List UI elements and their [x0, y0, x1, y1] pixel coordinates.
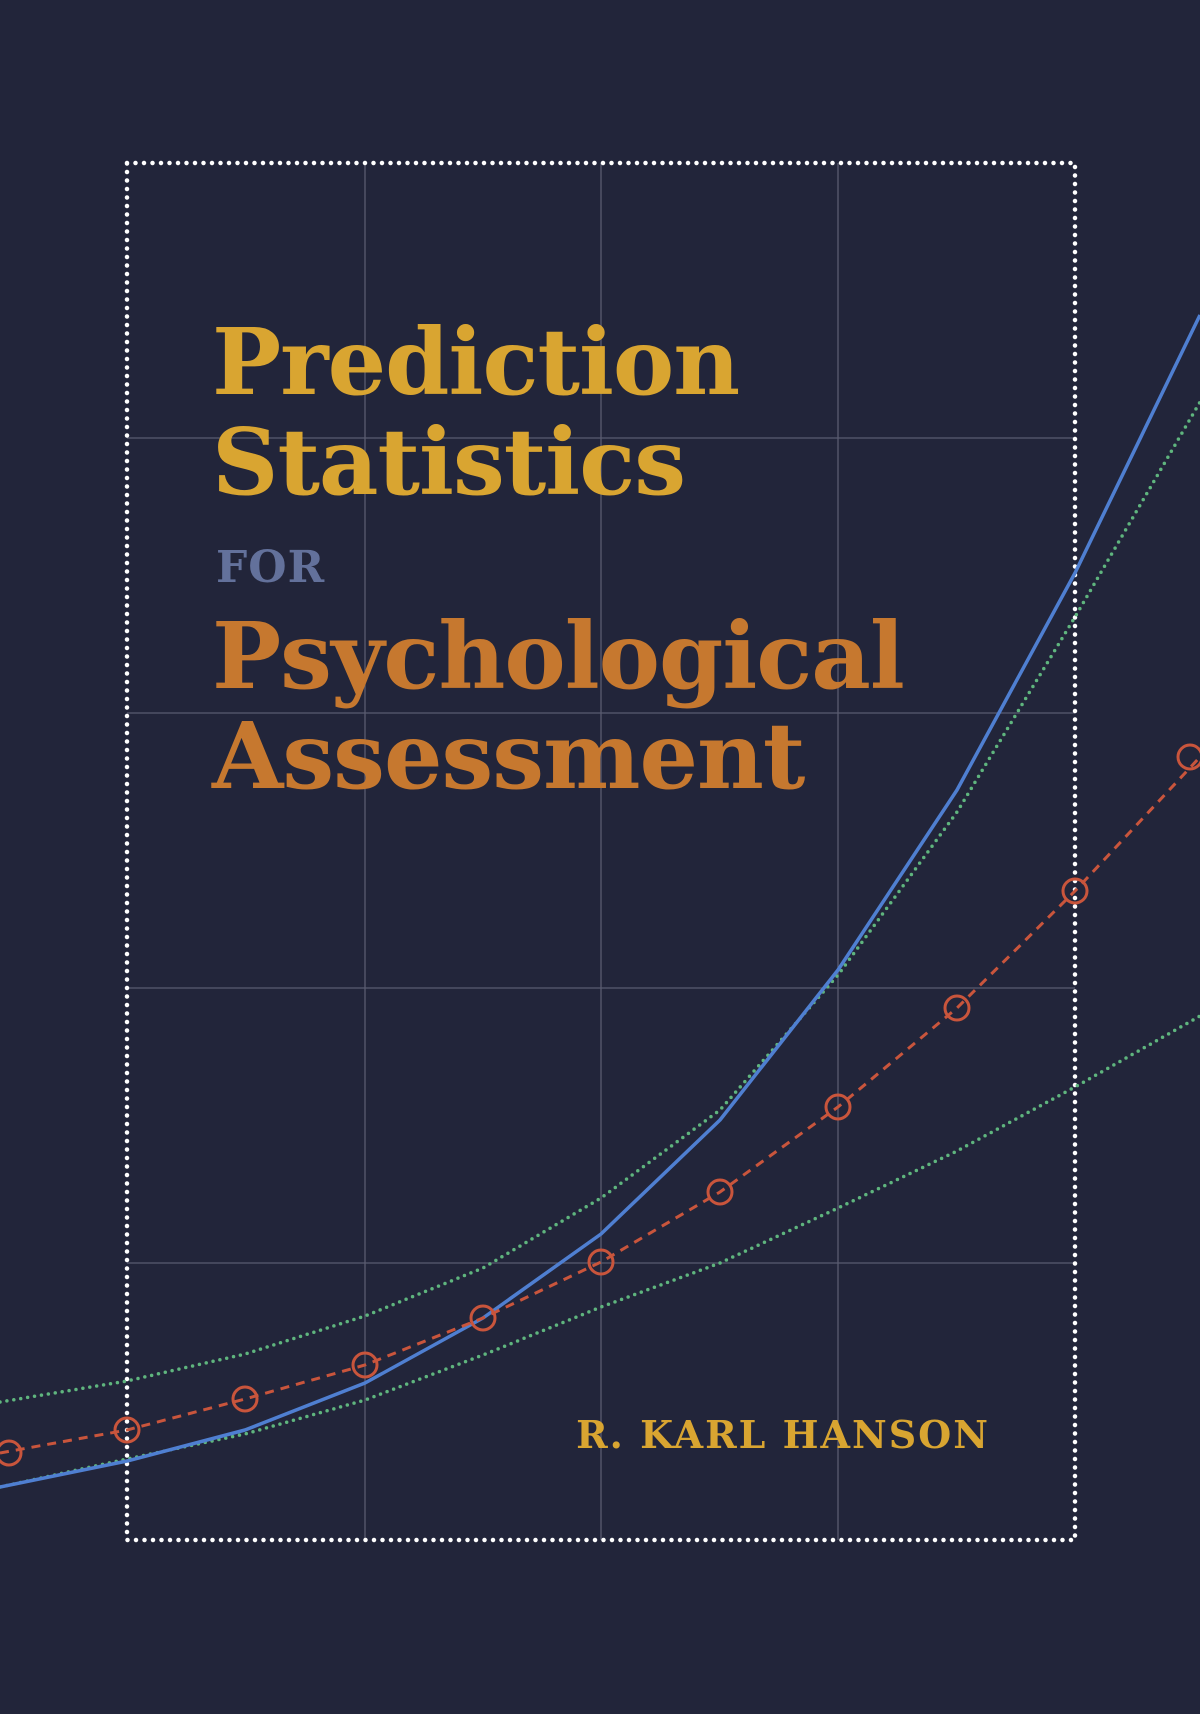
dotted-green-curve-lower — [0, 1014, 1200, 1489]
solid-blue-curve — [0, 314, 1200, 1489]
red-circle-markers — [0, 743, 1200, 1467]
red-marker-2 — [113, 1416, 141, 1444]
title-word-for: FOR — [216, 542, 326, 593]
red-marker-7 — [706, 1178, 734, 1206]
red-marker-3 — [231, 1385, 259, 1413]
red-marker-6 — [587, 1248, 615, 1276]
red-marker-10 — [1061, 877, 1089, 905]
red-marker-11 — [1176, 743, 1200, 771]
grid-lines — [127, 163, 1075, 1540]
dotted-frame — [124, 160, 1078, 1543]
red-marker-9 — [943, 994, 971, 1022]
red-marker-5 — [469, 1304, 497, 1332]
red-marker-8 — [824, 1093, 852, 1121]
dotted-green-curve-upper — [0, 400, 1200, 1404]
title-line-prediction: Prediction — [212, 308, 740, 416]
title-line-statistics: Statistics — [212, 408, 686, 516]
red-marker-4 — [351, 1351, 379, 1379]
title-line-assessment: Assessment — [212, 702, 805, 810]
red-marker-1 — [0, 1439, 23, 1467]
title-line-psychological: Psychological — [212, 602, 905, 710]
author-name: R. KARL HANSON — [576, 1412, 990, 1457]
dashed-red-curve — [0, 755, 1200, 1455]
book-title: Prediction Statistics FOR Psychological … — [212, 312, 1112, 806]
